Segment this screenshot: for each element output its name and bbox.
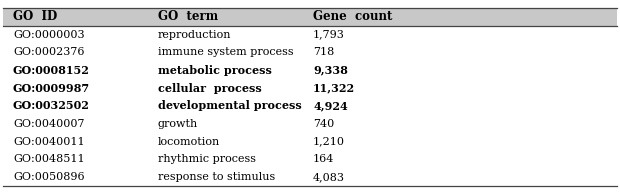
Text: growth: growth [157,119,198,129]
Text: GO:0002376: GO:0002376 [13,47,84,57]
Text: metabolic process: metabolic process [157,65,272,76]
Text: GO:0040011: GO:0040011 [13,137,84,147]
Text: 11,322: 11,322 [313,83,355,94]
Text: GO  term: GO term [157,10,218,23]
Text: response to stimulus: response to stimulus [157,172,275,182]
Text: rhythmic process: rhythmic process [157,154,256,165]
Text: 4,924: 4,924 [313,100,348,111]
Bar [3,97,617,115]
Bar [3,115,617,133]
Text: 4,083: 4,083 [313,172,345,182]
Text: 740: 740 [313,119,334,129]
Text: reproduction: reproduction [157,29,231,40]
Text: cellular  process: cellular process [157,83,262,94]
Text: GO:0040007: GO:0040007 [13,119,84,129]
Text: 164: 164 [313,154,334,165]
Text: GO  ID: GO ID [13,10,57,23]
Bar [3,133,617,151]
Text: GO:0032502: GO:0032502 [13,100,90,111]
Text: 718: 718 [313,47,334,57]
Bar [3,151,617,168]
Text: 1,210: 1,210 [313,137,345,147]
Text: GO:0000003: GO:0000003 [13,29,84,40]
Bar [3,168,617,186]
Text: GO:0008152: GO:0008152 [13,65,90,76]
Text: GO:0009987: GO:0009987 [13,83,90,94]
Text: locomotion: locomotion [157,137,220,147]
Bar [3,61,617,79]
Text: GO:0048511: GO:0048511 [13,154,84,165]
Text: 9,338: 9,338 [313,65,348,76]
Text: GO:0050896: GO:0050896 [13,172,84,182]
Bar [3,8,617,26]
Bar [3,79,617,97]
Text: Gene  count: Gene count [313,10,392,23]
Bar [3,26,617,43]
Text: 1,793: 1,793 [313,29,345,40]
Text: developmental process: developmental process [157,100,301,111]
Text: immune system process: immune system process [157,47,293,57]
Bar [3,43,617,61]
